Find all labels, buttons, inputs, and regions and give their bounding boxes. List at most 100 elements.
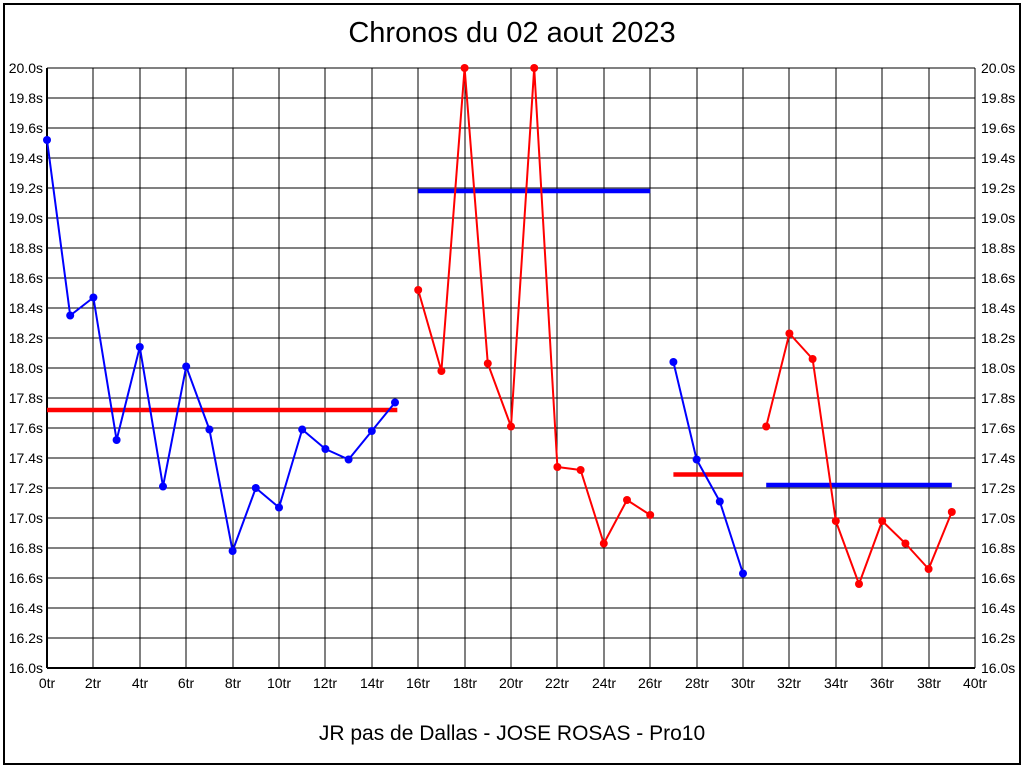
y-tick-label-right: 20.0s [981,60,1015,76]
x-tick-label: 12tr [313,675,337,691]
y-tick-label-left: 17.2s [9,480,43,496]
x-tick-label: 28tr [685,675,709,691]
x-tick-label: 24tr [592,675,616,691]
data-point-marker [692,455,701,464]
x-tick-label: 36tr [870,675,894,691]
data-point-marker [901,539,910,548]
y-tick-label-right: 19.0s [981,210,1015,226]
data-point-marker [808,355,817,363]
x-tick-label: 22tr [545,675,569,691]
y-tick-label-left: 16.8s [9,540,43,556]
series-line-run-2-red [417,67,652,545]
y-tick-label-right: 19.6s [981,120,1015,136]
data-point-marker [646,511,655,519]
y-tick-label-right: 17.2s [981,480,1015,496]
data-point-marker [275,503,283,512]
data-point-marker [530,64,539,72]
x-tick-label: 10tr [267,675,291,691]
data-point-marker [298,425,307,434]
x-tick-label: 0tr [39,675,56,691]
y-tick-label-left: 17.0s [9,510,43,526]
y-tick-label-right: 17.4s [981,450,1015,466]
y-tick-label-left: 18.2s [9,330,43,346]
data-point-marker [182,362,191,371]
y-tick-label-left: 19.4s [9,150,43,166]
y-tick-label-right: 16.6s [981,570,1015,586]
x-tick-label: 38tr [917,675,941,691]
y-tick-label-right: 16.4s [981,600,1015,616]
data-point-marker [831,517,840,525]
data-point-marker [414,286,423,294]
x-tick-label: 16tr [406,675,430,691]
data-point-marker [437,367,446,375]
data-point-marker [43,136,51,144]
y-tick-label-right: 19.8s [981,90,1015,106]
y-tick-label-left: 19.6s [9,120,43,136]
data-point-marker [460,64,469,72]
x-tick-label: 26tr [638,675,662,691]
y-tick-label-left: 16.2s [9,630,43,646]
y-tick-label-left: 19.8s [9,90,43,106]
y-tick-label-left: 17.4s [9,450,43,466]
y-tick-label-right: 17.8s [981,390,1015,406]
series-line-run-1-blue [46,139,396,552]
data-point-marker [947,508,956,516]
y-tick-label-right: 18.6s [981,270,1015,286]
y-tick-label-right: 18.2s [981,330,1015,346]
y-tick-label-right: 16.2s [981,630,1015,646]
data-point-marker [251,484,260,492]
data-point-marker [112,436,121,444]
data-point-marker [576,466,585,474]
data-point-marker [553,463,562,471]
data-point-marker [228,547,237,555]
chart-title: Chronos du 02 aout 2023 [348,17,676,49]
y-tick-label-left: 17.6s [9,420,43,436]
data-point-marker [483,359,492,368]
y-tick-label-left: 18.4s [9,300,43,316]
y-tick-label-left: 16.6s [9,570,43,586]
y-tick-label-left: 18.8s [9,240,43,256]
x-tick-label: 40tr [963,675,987,691]
data-point-marker [66,311,75,320]
data-point-marker [669,358,678,366]
page-frame [3,3,1021,765]
y-tick-label-right: 16.0s [981,660,1015,676]
y-tick-label-left: 16.0s [9,660,43,676]
data-point-marker [739,569,747,578]
data-point-marker [391,398,399,407]
x-tick-label: 30tr [731,675,755,691]
data-point-marker [135,343,144,351]
y-tick-label-right: 19.4s [981,150,1015,166]
data-point-marker [205,425,214,434]
data-point-marker [762,422,771,431]
data-point-marker [89,293,98,302]
x-tick-label: 14tr [360,675,384,691]
x-tick-label: 4tr [132,675,149,691]
y-tick-label-right: 19.2s [981,180,1015,196]
data-point-marker [159,482,167,491]
y-tick-label-left: 16.4s [9,600,43,616]
data-point-marker [924,565,933,573]
data-point-marker [321,445,330,453]
data-point-marker [715,497,724,506]
y-tick-label-left: 18.6s [9,270,43,286]
x-tick-label: 32tr [777,675,801,691]
data-point-marker [878,517,887,525]
x-tick-label: 2tr [85,675,102,691]
data-point-marker [344,455,353,464]
data-point-marker [507,422,515,431]
y-tick-label-left: 17.8s [9,390,43,406]
y-tick-label-right: 18.0s [981,360,1015,376]
x-tick-label: 34tr [824,675,848,691]
data-point-marker [599,539,608,548]
series-line-run-3-blue [672,361,744,575]
y-tick-label-left: 20.0s [9,60,43,76]
y-tick-label-right: 17.6s [981,420,1015,436]
y-tick-label-left: 19.0s [9,210,43,226]
x-tick-label: 8tr [225,675,242,691]
y-tick-label-right: 16.8s [981,540,1015,556]
y-tick-label-right: 18.8s [981,240,1015,256]
x-tick-label: 6tr [178,675,195,691]
